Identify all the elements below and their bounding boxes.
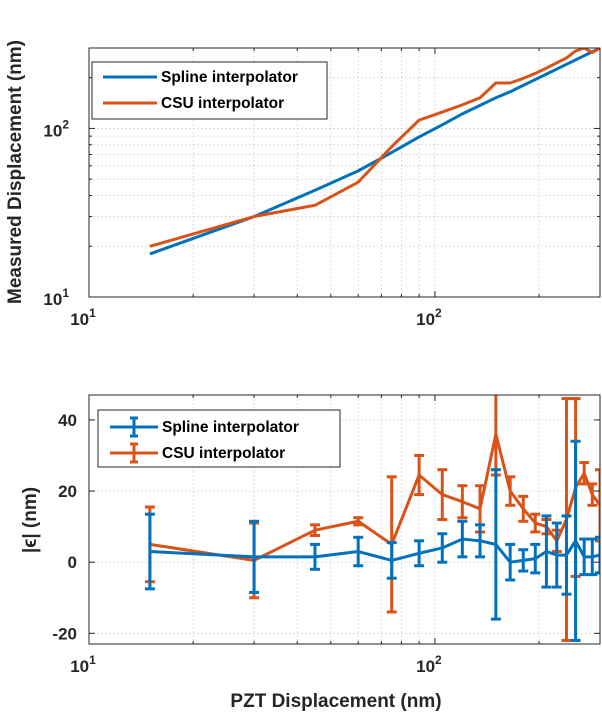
top-axes-frame <box>88 47 601 298</box>
bottom-errorbar-spline <box>309 542 320 571</box>
bottom-errorbar-spline <box>541 514 552 589</box>
bottom-legend: Spline interpolator CSU interpolator <box>97 409 341 468</box>
top-legend-label-csu: CSU interpolator <box>161 95 284 112</box>
bottom-series <box>144 395 600 642</box>
bottom-errorbar-spline <box>570 439 581 642</box>
bottom-series-spline <box>144 439 600 642</box>
bottom-y-tick-label: 20 <box>58 482 77 501</box>
bottom-errorbar-spline <box>414 539 425 568</box>
bottom-errorbar-spline <box>249 519 260 594</box>
bottom-errorbar-csu <box>505 475 516 507</box>
bottom-y-axis-label: |ϵ| (nm) <box>20 487 41 553</box>
bottom-errorbar-spline <box>353 535 364 568</box>
top-legend-box <box>91 61 328 120</box>
bottom-legend-swatch-csu <box>110 442 158 464</box>
bottom-panel: 101 102 -20 0 20 40 |ϵ| (nm) PZT Displacemen… <box>20 394 601 712</box>
top-y-tick-labels: 101 102 <box>43 117 69 309</box>
bottom-errorbar-spline <box>518 548 529 573</box>
bottom-errorbar-spline <box>530 542 541 575</box>
top-line-spline <box>149 48 600 256</box>
top-line-csu <box>149 48 600 248</box>
bottom-x-tick-label: 101 <box>70 653 96 676</box>
bottom-axes-frame <box>88 394 601 645</box>
bottom-y-tick-labels: -20 0 20 40 <box>52 411 77 643</box>
bottom-y-tick-label: 0 <box>68 553 77 572</box>
top-x-tick-labels: 101 102 <box>70 306 442 329</box>
top-y-tick-label: 101 <box>43 286 69 309</box>
bottom-legend-label-csu: CSU interpolator <box>162 445 285 462</box>
bottom-y-tick-label: 40 <box>58 411 77 430</box>
bottom-errorbar-spline <box>595 535 600 575</box>
bottom-line-spline <box>149 537 600 564</box>
top-tick-marks <box>88 47 601 298</box>
bottom-tick-marks <box>88 395 601 644</box>
bottom-errorbar-csu <box>309 523 320 538</box>
top-series-spline <box>149 48 600 256</box>
bottom-errorbar-spline <box>551 521 562 589</box>
bottom-x-axis-label: PZT Displacement (nm) <box>230 691 441 712</box>
bottom-legend-label-spline: Spline interpolator <box>162 419 299 436</box>
bottom-errorbar-csu <box>530 512 541 534</box>
bottom-errorbar-spline <box>561 514 572 596</box>
bottom-errorbar-spline <box>490 468 501 621</box>
bottom-errorbar-csu <box>457 484 468 520</box>
bottom-errorbar-csu <box>414 453 425 497</box>
top-legend-label-spline: Spline interpolator <box>161 69 298 86</box>
top-x-tick-label: 101 <box>70 306 96 329</box>
bottom-series-csu <box>144 395 600 642</box>
bottom-errorbar-csu <box>437 468 448 521</box>
bottom-errorbar-spline <box>587 537 598 577</box>
bottom-errorbar-csu <box>353 516 364 527</box>
top-y-tick-label: 102 <box>43 117 69 140</box>
bottom-errorbar-csu <box>518 494 529 523</box>
bottom-errorbar-spline <box>457 519 468 559</box>
bottom-y-tick-label: -20 <box>52 624 77 643</box>
top-series-csu <box>149 48 600 248</box>
bottom-errorbar-csu <box>587 482 598 507</box>
bottom-x-tick-labels: 101 102 <box>70 653 442 676</box>
bottom-errorbar-spline <box>144 512 155 591</box>
bottom-errorbar-spline <box>437 532 448 564</box>
top-legend: Spline interpolator CSU interpolator <box>91 61 328 120</box>
bottom-errorbar-spline <box>475 523 486 559</box>
top-x-tick-label: 102 <box>416 306 442 329</box>
bottom-x-tick-label: 102 <box>416 653 442 676</box>
top-y-axis-label: Measured Displacement (nm) <box>5 40 26 304</box>
bottom-errorbar-spline <box>386 541 397 580</box>
bottom-errorbar-spline <box>505 542 516 582</box>
bottom-legend-box <box>97 409 341 468</box>
bottom-legend-swatch-spline <box>110 416 158 438</box>
bottom-line-csu <box>149 432 600 562</box>
top-panel: 101 102 101 102 Measured Displacement (nm)… <box>5 40 601 329</box>
top-series <box>149 48 600 256</box>
bottom-errorbar-csu <box>595 468 600 543</box>
